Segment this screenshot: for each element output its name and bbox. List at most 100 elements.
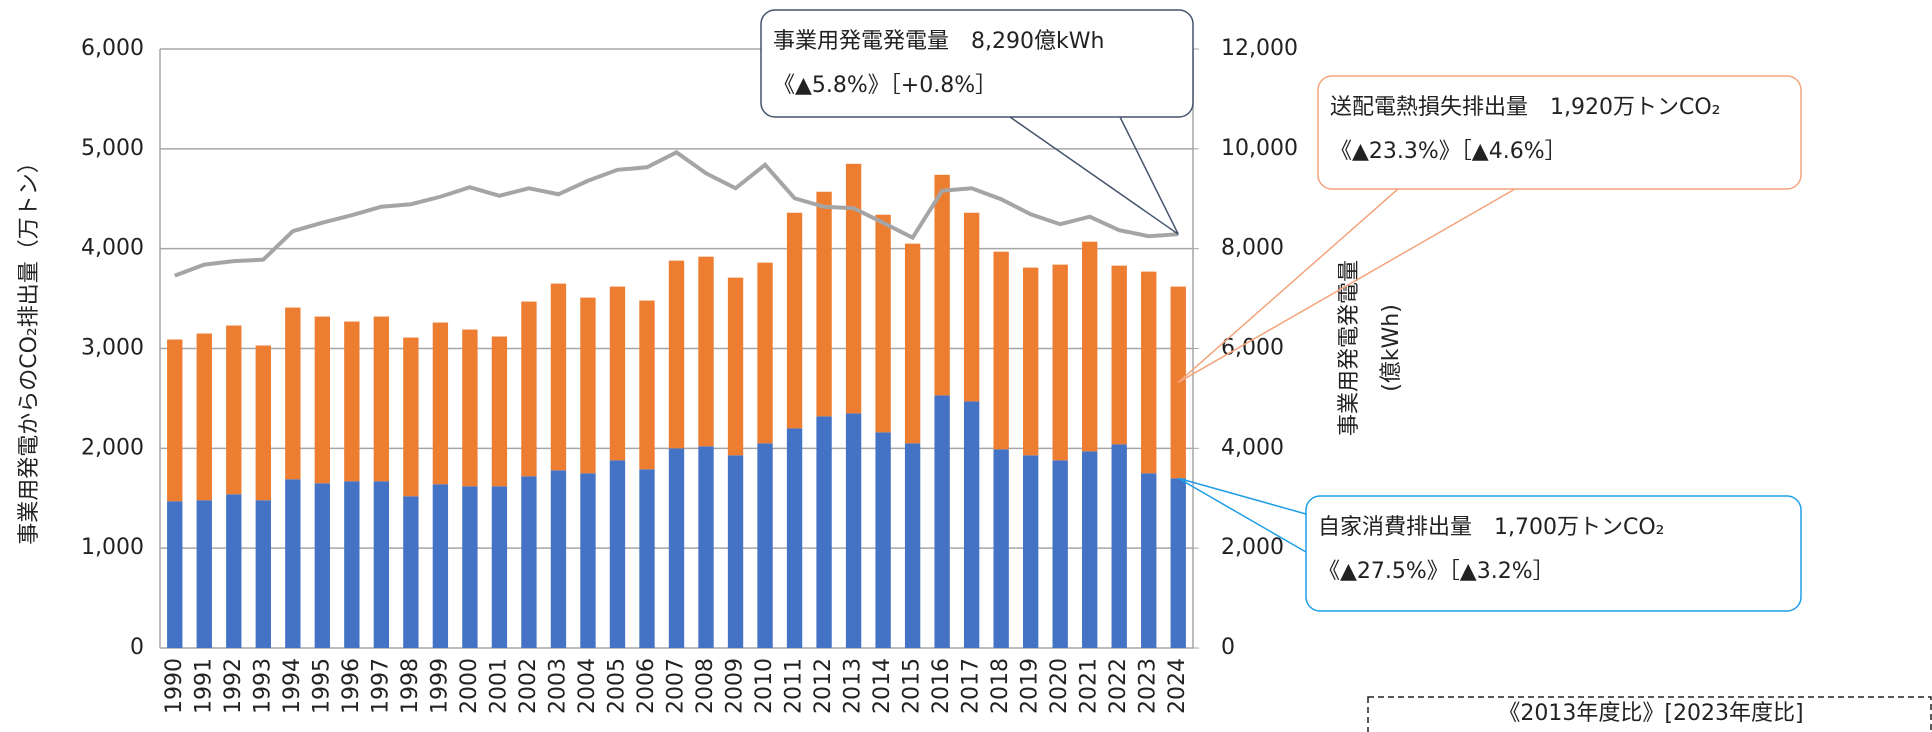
x-tick-label: 1992 <box>221 658 246 714</box>
callout-text: 《▲27.5%》［▲3.2%］ <box>1318 559 1555 584</box>
bar <box>609 286 626 461</box>
y2-tick-label: 12,000 <box>1221 36 1298 61</box>
bar <box>314 483 331 648</box>
bar <box>1111 265 1127 445</box>
bar <box>875 432 891 648</box>
legend-note: 《2013年度比》[2023年度比] <box>1498 701 1803 726</box>
bar <box>1170 478 1186 648</box>
bar <box>432 484 449 648</box>
callout-text: 送配電熱損失排出量 1,920万トンCO₂ <box>1330 95 1720 120</box>
y2-axis-title: (億kWh) <box>1379 304 1404 392</box>
callout-text: 自家消費排出量 1,700万トンCO₂ <box>1318 515 1664 540</box>
bar <box>314 316 331 484</box>
bar <box>904 443 921 648</box>
bar <box>845 413 862 648</box>
line <box>174 149 1179 278</box>
bar <box>285 307 301 480</box>
bar <box>993 251 1009 450</box>
bar <box>845 163 862 414</box>
bar <box>196 500 212 648</box>
bar <box>698 446 714 648</box>
bar <box>462 486 478 648</box>
bar <box>639 300 655 470</box>
x-tick-label: 2010 <box>752 658 777 714</box>
x-tick-label: 2017 <box>959 658 984 714</box>
x-tick-label: 2001 <box>486 658 511 714</box>
bar <box>1022 267 1039 456</box>
x-tick-label: 2013 <box>841 658 866 714</box>
y-tick-label: 0 <box>130 635 144 660</box>
bar <box>403 337 419 497</box>
callout-pointer <box>1177 477 1307 553</box>
bar <box>757 443 773 648</box>
x-tick-label: 1995 <box>309 658 334 714</box>
bar <box>1141 473 1157 648</box>
bar <box>1052 460 1068 648</box>
bar <box>904 243 921 444</box>
x-tick-label: 1999 <box>427 658 452 714</box>
callout-pointer <box>1009 116 1179 235</box>
bar <box>816 416 832 648</box>
bar <box>521 476 537 648</box>
bar <box>1022 455 1039 648</box>
x-tick-label: 2023 <box>1136 658 1161 714</box>
callout-text: 事業用発電発電量 8,290億kWh <box>773 29 1104 54</box>
bar <box>226 325 242 495</box>
bar <box>550 470 567 648</box>
x-tick-label: 2024 <box>1165 658 1190 714</box>
x-tick-label: 1997 <box>368 658 393 714</box>
x-tick-label: 2018 <box>988 658 1013 714</box>
x-tick-label: 2006 <box>634 658 659 714</box>
x-tick-label: 1990 <box>162 658 187 714</box>
bar <box>373 481 390 648</box>
bar <box>1082 241 1098 452</box>
bar <box>344 481 360 648</box>
bar <box>786 428 803 648</box>
bar <box>963 212 980 402</box>
bar <box>875 214 891 433</box>
x-tick-label: 2004 <box>575 658 600 714</box>
x-tick-label: 1993 <box>250 658 275 714</box>
x-tick-label: 2014 <box>870 658 895 714</box>
y-tick-label: 3,000 <box>81 336 144 361</box>
bar <box>432 322 449 485</box>
bar <box>639 469 655 648</box>
bar <box>727 455 744 648</box>
x-tick-label: 2009 <box>723 658 748 714</box>
y2-tick-label: 2,000 <box>1221 535 1284 560</box>
bar <box>668 260 685 449</box>
x-tick-label: 2021 <box>1077 658 1102 714</box>
y-tick-label: 2,000 <box>81 435 144 460</box>
bar <box>993 449 1009 648</box>
callout-box <box>1317 75 1802 190</box>
x-tick-label: 2002 <box>516 658 541 714</box>
x-tick-label: 2022 <box>1106 658 1131 714</box>
x-tick-label: 1998 <box>398 658 423 714</box>
bar <box>786 212 803 429</box>
bar <box>491 336 508 487</box>
bar <box>403 496 419 648</box>
y-tick-label: 5,000 <box>81 136 144 161</box>
bar <box>521 301 537 477</box>
y-tick-label: 6,000 <box>81 36 144 61</box>
callout-pointer <box>1177 188 1516 384</box>
x-tick-label: 2015 <box>900 658 925 714</box>
y2-tick-label: 10,000 <box>1221 136 1298 161</box>
bar <box>1111 444 1127 648</box>
callout-text: 《▲5.8%》［+0.8%］ <box>773 73 997 98</box>
x-tick-label: 2003 <box>545 658 570 714</box>
y2-tick-label: 0 <box>1221 635 1235 660</box>
y-tick-label: 4,000 <box>81 236 144 261</box>
y2-tick-label: 8,000 <box>1221 236 1284 261</box>
x-tick-label: 2008 <box>693 658 718 714</box>
bar <box>757 262 773 444</box>
x-tick-label: 2020 <box>1047 658 1072 714</box>
bar <box>344 321 360 482</box>
bar <box>491 486 508 648</box>
bar <box>255 500 271 648</box>
bar <box>727 277 744 456</box>
legend-note-box <box>1367 696 1932 732</box>
bar <box>934 174 950 396</box>
x-tick-label: 2005 <box>604 658 629 714</box>
bar <box>1052 264 1068 461</box>
